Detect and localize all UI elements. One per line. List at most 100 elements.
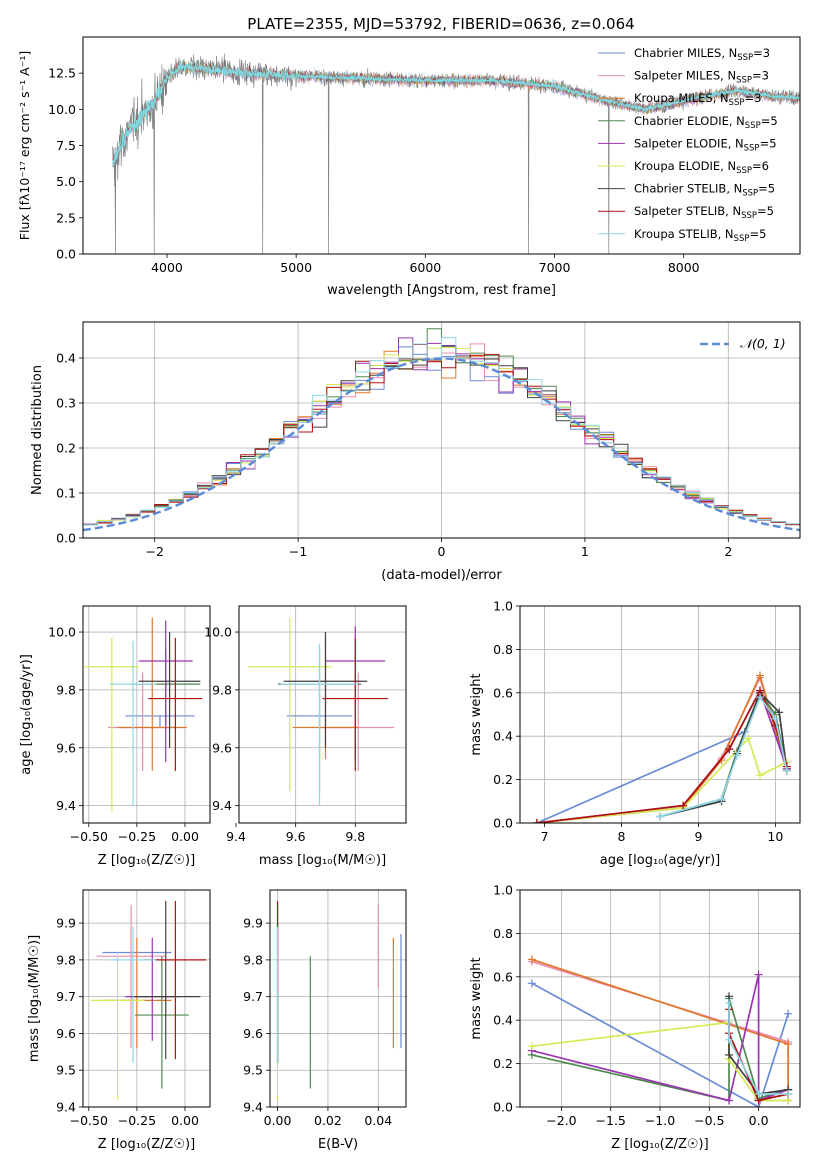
- mass-vs-Z-frame: [82, 889, 211, 1108]
- weight-marker: [784, 1089, 793, 1098]
- y-tick-label: 9.4: [56, 798, 76, 813]
- y-tick-label: 0.8: [493, 926, 513, 941]
- residual-histogram-step: [83, 337, 800, 526]
- weight-marker: [725, 1035, 734, 1044]
- weight-marker: [725, 1050, 734, 1059]
- weight-marker: [725, 998, 734, 1007]
- legend-entry: Salpeter ELODIE, NSSP=5: [634, 136, 777, 153]
- x-tick-label: 8000: [668, 260, 700, 275]
- x-tick-label: 9.8: [345, 829, 365, 844]
- x-tick-label: 7000: [539, 260, 571, 275]
- legend-entry: Kroupa STELIB, NSSP=5: [634, 227, 766, 244]
- weight-marker: [754, 970, 763, 979]
- x-tick-label: 9: [694, 829, 702, 844]
- weight-marker: [744, 734, 753, 743]
- y-tick-label: 9.7: [243, 989, 263, 1004]
- weight-marker: [717, 795, 726, 804]
- y-tick-label: 0.0: [56, 247, 76, 262]
- y-tick-label: 0.2: [493, 1056, 513, 1071]
- x-axis-label: age [log₁₀(age/yr)]: [600, 853, 721, 868]
- weight-marker: [725, 1096, 734, 1105]
- x-axis-label: Z [log₁₀(Z/Z☉)]: [611, 1137, 708, 1152]
- weight-line: [536, 736, 788, 823]
- y-tick-label: 0.2: [56, 441, 76, 456]
- errorbar-point: [90, 952, 145, 1100]
- x-axis-label: (data-model)/error: [381, 568, 502, 583]
- y-tick-label: 9.4: [212, 798, 232, 813]
- y-tick-label: 0.2: [493, 772, 513, 787]
- x-axis-label: mass [log₁₀(M/M☉)]: [259, 853, 386, 868]
- y-tick-label: 9.5: [56, 1063, 76, 1078]
- y-tick-label: 9.8: [56, 952, 76, 967]
- spectrum-panel: 4000 5000 6000 7000 8000 0.0 2.5 5.0 7.5 10.0 12.5…: [17, 36, 801, 298]
- y-tick-label: 9.8: [56, 682, 76, 697]
- weights-vs-age-frame: [519, 605, 801, 824]
- weight-marker: [771, 714, 780, 723]
- x-tick-label: 0.00: [171, 1113, 199, 1128]
- y-tick-label: 0.3: [56, 396, 76, 411]
- errorbar-point: [138, 620, 193, 763]
- weight-line: [659, 691, 788, 818]
- y-tick-label: 2.5: [56, 210, 76, 225]
- y-tick-label: 9.6: [212, 740, 232, 755]
- errorbar-point: [148, 637, 203, 771]
- weight-line: [536, 688, 788, 823]
- y-tick-label: 9.6: [243, 1026, 263, 1041]
- x-tick-label: −0.50: [70, 1113, 108, 1128]
- legend-entry: 𝒩(0, 1): [740, 336, 786, 351]
- y-tick-label: 9.9: [56, 916, 76, 931]
- x-tick-label: −0.50: [70, 829, 108, 844]
- x-tick-label: −0.25: [118, 1113, 156, 1128]
- y-tick-label: 9.6: [56, 1026, 76, 1041]
- x-tick-label: 0.00: [171, 829, 199, 844]
- weight-marker: [756, 771, 764, 780]
- x-tick-label: 6000: [409, 260, 441, 275]
- y-axis-label: mass weight: [469, 673, 484, 755]
- mass-vs-Z-panel: −0.50 −0.25 0.00 9.4 9.5 9.6 9.7 9.8 9.9 Z [log₁₀…: [27, 889, 211, 1152]
- x-tick-label: 7: [541, 829, 549, 844]
- x-tick-label: −1: [289, 544, 307, 559]
- age-vs-mass-frame: [238, 605, 407, 824]
- y-axis-label: mass [log₁₀(M/M☉)]: [27, 935, 42, 1062]
- weight-marker: [754, 1089, 763, 1098]
- y-tick-label: 1.0: [493, 883, 513, 898]
- x-tick-label: −1.5: [596, 1113, 626, 1128]
- weight-marker: [756, 671, 764, 680]
- age-vs-Z-plot-area: [83, 606, 210, 823]
- weight-line: [536, 672, 788, 823]
- y-tick-label: 5.0: [56, 174, 76, 189]
- errorbar-point: [84, 637, 139, 812]
- weight-marker: [527, 1042, 536, 1051]
- y-axis-label: age [log₁₀(age/yr)]: [19, 654, 34, 775]
- weight-marker: [756, 693, 764, 702]
- x-tick-label: 9.6: [286, 829, 306, 844]
- errorbar-point: [109, 926, 157, 1063]
- y-tick-label: 9.4: [56, 1100, 76, 1115]
- errorbar-point: [96, 904, 166, 1049]
- errorbar-point: [283, 632, 368, 748]
- y-tick-label: 9.8: [212, 682, 232, 697]
- y-tick-label: 0.8: [493, 642, 513, 657]
- errorbar-point: [247, 617, 332, 792]
- weight-line: [659, 695, 788, 818]
- legend-entry: Chabrier STELIB, NSSP=5: [634, 182, 775, 199]
- legend-entry: Chabrier ELODIE, NSSP=5: [634, 114, 778, 131]
- gaussian-curve: [83, 357, 800, 532]
- weight-marker: [527, 955, 536, 964]
- y-tick-label: 12.5: [48, 66, 76, 81]
- errorbar-point: [131, 901, 201, 1060]
- errorbar-point: [138, 632, 201, 748]
- spectrum-legend: Chabrier MILES, NSSP=3 Salpeter MILES, NS…: [598, 46, 778, 244]
- x-tick-label: −1.0: [645, 1113, 675, 1128]
- x-tick-label: 2: [724, 544, 732, 559]
- mass-vs-ebv-panel: 0.00 0.02 0.04 9.4 9.5 9.6 9.7 9.8 9.9 E(B-V): [243, 889, 407, 1152]
- y-tick-label: 9.6: [56, 740, 76, 755]
- weight-marker: [782, 766, 791, 775]
- x-tick-label: 10: [767, 829, 783, 844]
- x-tick-label: 0.00: [264, 1113, 292, 1128]
- y-tick-label: 9.9: [243, 916, 263, 931]
- weight-marker: [679, 801, 688, 810]
- x-tick-label: 0.0: [749, 1113, 769, 1128]
- y-tick-label: 9.7: [56, 989, 76, 1004]
- y-tick-label: 9.5: [243, 1063, 263, 1078]
